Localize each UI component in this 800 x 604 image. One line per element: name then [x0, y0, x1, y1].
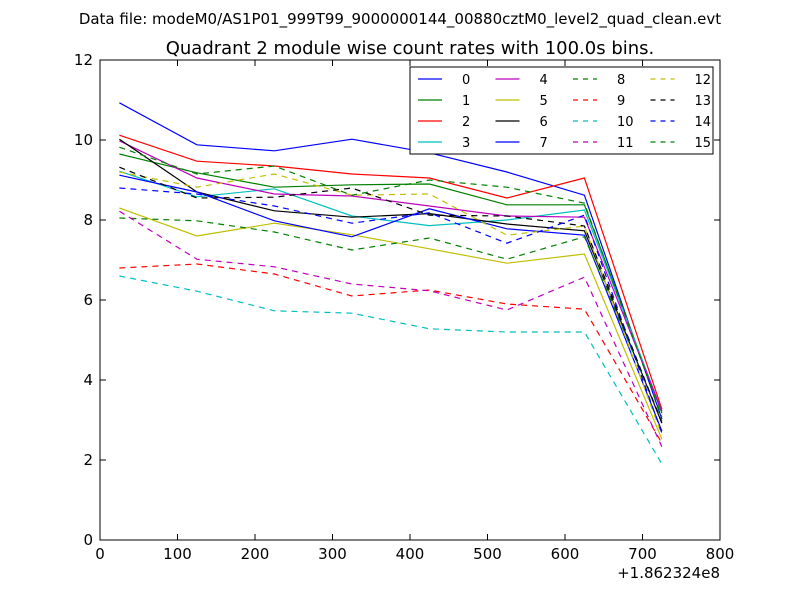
legend-label-8: 8: [617, 73, 625, 88]
legend-label-15: 15: [695, 136, 712, 151]
legend-label-1: 1: [462, 94, 470, 109]
series-line-12: [119, 171, 663, 436]
legend-label-13: 13: [695, 94, 712, 109]
x-tick-label: 100: [163, 545, 192, 563]
legend-box: [409, 66, 714, 155]
legend-label-0: 0: [462, 73, 470, 88]
series-line-3: [119, 170, 663, 412]
x-tick-label: 0: [95, 545, 105, 563]
y-tick-label: 2: [83, 451, 93, 469]
legend-label-6: 6: [540, 115, 548, 130]
legend-label-7: 7: [540, 136, 548, 151]
series-line-5: [119, 207, 663, 440]
series-line-7: [119, 174, 663, 432]
legend-label-10: 10: [617, 115, 634, 130]
y-tick-label: 10: [74, 131, 93, 149]
x-tick-label: 800: [706, 545, 735, 563]
series-line-0: [119, 102, 663, 420]
legend-label-4: 4: [540, 73, 548, 88]
series-line-14: [119, 187, 663, 434]
x-tick-label: 700: [628, 545, 657, 563]
y-tick-label: 12: [74, 51, 93, 69]
y-tick-label: 6: [83, 291, 93, 309]
series-line-13: [119, 166, 663, 424]
data-file-label: Data file: modeM0/AS1P01_999T99_90000001…: [79, 10, 721, 29]
series-line-6: [119, 138, 663, 424]
x-tick-label: 300: [318, 545, 347, 563]
chart-title: Quadrant 2 module wise count rates with …: [166, 38, 655, 59]
series-line-11: [119, 210, 663, 448]
legend-label-11: 11: [617, 136, 634, 151]
x-tick-label: 400: [396, 545, 425, 563]
legend-label-2: 2: [462, 115, 470, 130]
y-tick-label: 8: [83, 211, 93, 229]
y-tick-label: 0: [83, 531, 93, 549]
legend-label-12: 12: [695, 73, 712, 88]
legend-label-3: 3: [462, 136, 470, 151]
legend-label-5: 5: [540, 94, 548, 109]
legend-label-9: 9: [617, 94, 625, 109]
series-layer: [119, 102, 663, 465]
x-tick-label: 500: [473, 545, 502, 563]
series-line-4: [119, 140, 663, 412]
series-line-10: [119, 275, 663, 465]
series-line-15: [119, 146, 663, 418]
x-offset-label: +1.862324e8: [617, 564, 720, 582]
legend-label-14: 14: [695, 115, 712, 130]
y-tick-label: 4: [83, 371, 93, 389]
series-line-9: [119, 263, 663, 444]
series-line-1: [119, 153, 663, 414]
series-line-2: [119, 134, 663, 410]
x-tick-label: 200: [241, 545, 270, 563]
series-line-8: [119, 217, 663, 422]
x-tick-label: 600: [551, 545, 580, 563]
